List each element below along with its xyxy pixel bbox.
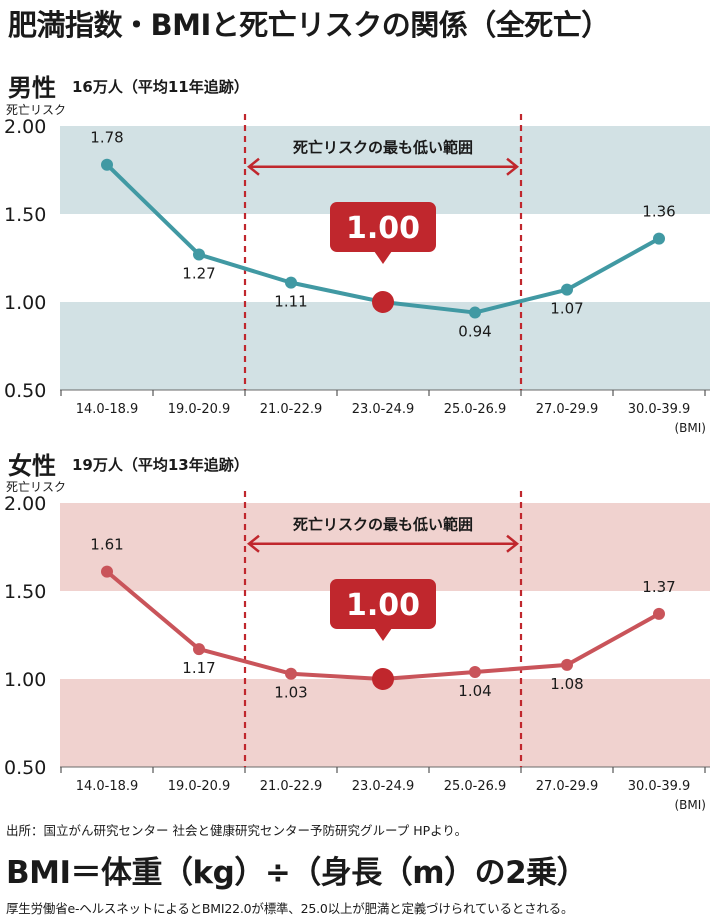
male-ytick-label: 1.50 [4, 204, 46, 226]
male-data-point [101, 158, 113, 171]
male-data-label: 1.07 [550, 300, 583, 318]
female-data-point [653, 607, 665, 620]
female-data-label: 1.17 [182, 659, 215, 677]
male-x-unit: (BMI) [675, 421, 707, 435]
female-data-point [101, 565, 113, 578]
male-category-label: 27.0-29.9 [536, 402, 599, 417]
female-range-arrowhead-right [506, 534, 520, 553]
female-reference-callout [330, 579, 436, 629]
male-reference-point [372, 291, 394, 313]
male-category-label: 21.0-22.9 [260, 402, 323, 417]
female-category-label: 23.0-24.9 [352, 779, 415, 794]
female-band-high [60, 503, 710, 591]
female-data-label: 1.04 [458, 682, 491, 700]
female-reference-label: 1.00 [346, 588, 420, 623]
female-ytick-label: 1.50 [4, 581, 46, 603]
female-data-label: 1.37 [642, 578, 675, 596]
main-title: 肥満指数・BMIと死亡リスクの関係（全死亡） [8, 8, 610, 42]
female-data-point [193, 643, 205, 656]
female-category-label: 25.0-26.9 [444, 779, 507, 794]
male-data-label: 1.11 [274, 293, 307, 311]
female-data-point [285, 667, 297, 680]
male-range-label: 死亡リスクの最も低い範囲 [293, 139, 473, 157]
female-data-label: 1.03 [274, 684, 307, 702]
male-data-point [469, 306, 481, 319]
male-risk-chart: 0.50 1.00 1.50 2.00 14.0-18.9 19.0-20.9 21.0-2… [4, 114, 710, 435]
male-data-point [285, 276, 297, 289]
male-range-arrowhead-left [246, 157, 260, 176]
female-ytick-label: 1.00 [4, 669, 46, 691]
female-range-arrowhead-left [246, 534, 260, 553]
male-category-label: 23.0-24.9 [352, 402, 415, 417]
female-data-label: 1.61 [90, 536, 123, 554]
female-data-point [469, 665, 481, 678]
male-data-label: 1.36 [642, 203, 675, 221]
bmi-formula: BMI＝体重（kg）÷（身長（m）の2乗） [6, 855, 588, 891]
female-data-point [561, 658, 573, 671]
source-note: 出所：国立がん研究センター 社会と健康研究センター予防研究グループ HPより。 [6, 823, 468, 838]
female-reference-point [372, 668, 394, 690]
female-band-low [60, 679, 710, 767]
female-category-label: 21.0-22.9 [260, 779, 323, 794]
male-band-high [60, 126, 710, 214]
male-cohort: 16万人（平均11年追跡） [72, 78, 249, 96]
male-data-label: 1.27 [182, 264, 215, 282]
male-category-label: 25.0-26.9 [444, 402, 507, 417]
male-data-label: 0.94 [458, 323, 491, 341]
footnote: 厚生労働省e-ヘルスネットによるとBMI22.0が標準、25.0以上が肥満と定義… [6, 901, 574, 916]
male-reference-callout-pointer [374, 251, 392, 264]
male-reference-label: 1.00 [346, 211, 420, 246]
male-category-label: 30.0-39.9 [628, 402, 691, 417]
female-section-title: 女性 [8, 452, 56, 480]
male-ytick-label: 2.00 [4, 116, 46, 138]
male-data-point [193, 248, 205, 261]
male-data-point [561, 283, 573, 296]
female-x-unit: (BMI) [675, 798, 707, 812]
male-reference-callout [330, 202, 436, 252]
male-data-label: 1.78 [90, 129, 123, 147]
male-ytick-label: 0.50 [4, 380, 46, 402]
female-range-label: 死亡リスクの最も低い範囲 [293, 516, 473, 534]
male-ytick-label: 1.00 [4, 292, 46, 314]
male-category-label: 14.0-18.9 [76, 402, 139, 417]
female-risk-chart: 0.50 1.00 1.50 2.00 14.0-18.9 19.0-20.9 21.0-2… [4, 491, 710, 812]
female-ytick-label: 2.00 [4, 493, 46, 515]
male-category-label: 19.0-20.9 [168, 402, 231, 417]
female-category-label: 14.0-18.9 [76, 779, 139, 794]
male-range-arrowhead-right [506, 157, 520, 176]
female-category-label: 30.0-39.9 [628, 779, 691, 794]
female-cohort: 19万人（平均13年追跡） [72, 456, 249, 474]
female-ylabel: 死亡リスク [6, 480, 67, 494]
male-band-low [60, 302, 710, 390]
male-ylabel: 死亡リスク [6, 103, 67, 117]
female-ytick-label: 0.50 [4, 757, 46, 779]
female-category-label: 19.0-20.9 [168, 779, 231, 794]
male-section-title: 男性 [8, 74, 56, 102]
female-data-label: 1.08 [550, 675, 583, 693]
male-data-point [653, 232, 665, 245]
female-reference-callout-pointer [374, 628, 392, 641]
female-category-label: 27.0-29.9 [536, 779, 599, 794]
